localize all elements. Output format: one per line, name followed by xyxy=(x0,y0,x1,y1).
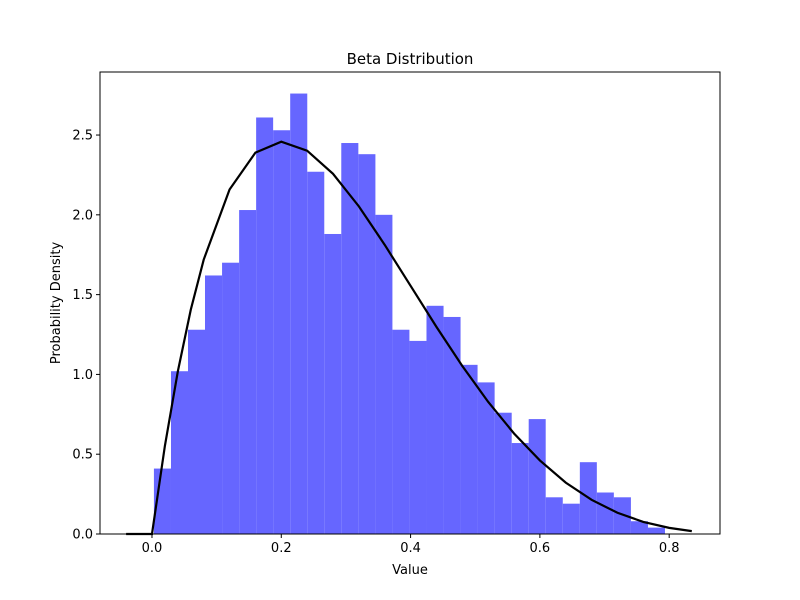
bar xyxy=(545,497,563,534)
bar xyxy=(256,117,274,534)
bar xyxy=(392,329,410,534)
y-tick-label: 1.0 xyxy=(72,368,93,383)
y-tick-label: 1.5 xyxy=(72,288,93,303)
bar xyxy=(426,305,444,534)
chart-title: Beta Distribution xyxy=(347,50,474,68)
bar xyxy=(511,443,529,534)
bar xyxy=(647,527,665,534)
bar xyxy=(324,233,342,534)
bar xyxy=(358,154,376,534)
x-tick-label: 0.4 xyxy=(400,541,421,556)
y-tick-label: 2.0 xyxy=(72,208,93,223)
bar xyxy=(273,130,291,534)
x-axis-label: Value xyxy=(392,563,428,578)
bar xyxy=(460,364,478,534)
bar xyxy=(477,382,495,534)
bar xyxy=(170,371,188,534)
bar xyxy=(341,143,359,534)
bar xyxy=(375,214,393,534)
y-axis-label: Probability Density xyxy=(49,242,64,365)
bar xyxy=(562,503,580,534)
bar xyxy=(409,340,427,534)
bar xyxy=(630,521,648,534)
bar xyxy=(494,412,512,534)
plot-frame xyxy=(99,71,721,535)
bar xyxy=(222,262,240,534)
density-line xyxy=(126,140,692,536)
bar xyxy=(528,419,546,534)
x-tick-label: 0.0 xyxy=(142,541,163,556)
y-tick-label: 0.0 xyxy=(72,528,93,543)
bar xyxy=(443,316,461,534)
x-tick-label: 0.8 xyxy=(659,541,680,556)
bar xyxy=(187,329,205,534)
y-tick-label: 0.5 xyxy=(72,448,93,463)
bar xyxy=(290,93,308,535)
bar xyxy=(596,492,614,534)
bar xyxy=(239,210,257,535)
x-tick-label: 0.6 xyxy=(530,541,551,556)
x-tick-label: 0.2 xyxy=(271,541,292,556)
bar xyxy=(204,275,223,534)
bar xyxy=(307,171,325,534)
y-tick-label: 2.5 xyxy=(72,129,93,144)
